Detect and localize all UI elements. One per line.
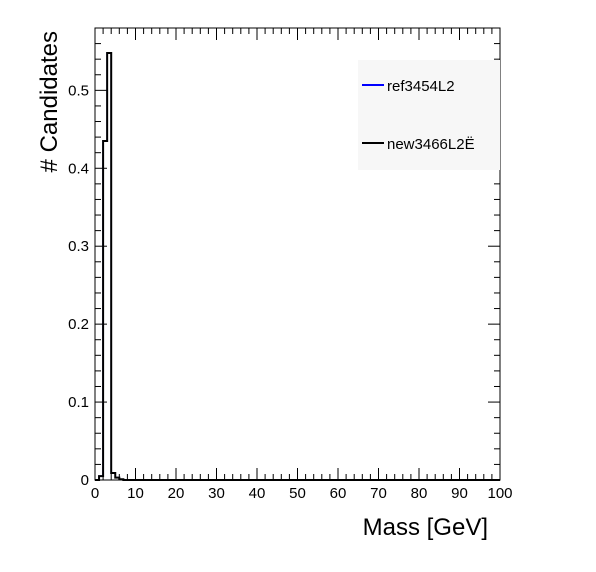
- y-tick-label: 0.5: [68, 82, 89, 99]
- histogram-series-1: [95, 51, 500, 481]
- y-tick-label: 0.3: [68, 238, 89, 255]
- series-layer: [95, 51, 500, 481]
- x-tick-label: 60: [330, 485, 347, 502]
- x-tick-label: 20: [168, 485, 185, 502]
- x-tick-label: 0: [91, 485, 99, 502]
- legend-label-ref: ref3454L2: [387, 78, 455, 95]
- x-tick-label: 80: [411, 485, 428, 502]
- y-tick-label: 0: [81, 472, 89, 489]
- x-axis-label: Mass [GeV]: [363, 514, 488, 541]
- legend: ref3454L2 new3466L2Ë: [358, 60, 500, 170]
- legend-box: [358, 60, 500, 170]
- legend-label-new: new3466L2Ë: [387, 136, 475, 153]
- x-tick-label: 70: [370, 485, 387, 502]
- x-tick-label: 40: [249, 485, 266, 502]
- x-tick-label: 10: [127, 485, 144, 502]
- y-tick-label: 0.2: [68, 316, 89, 333]
- y-tick-label: 0.1: [68, 394, 89, 411]
- x-tick-label: 50: [289, 485, 306, 502]
- x-tick-label: 100: [487, 485, 512, 502]
- x-tick-label: 30: [208, 485, 225, 502]
- x-tick-label: 90: [451, 485, 468, 502]
- y-tick-label: 0.4: [68, 160, 89, 177]
- y-axis-label: # Candidates: [36, 31, 63, 172]
